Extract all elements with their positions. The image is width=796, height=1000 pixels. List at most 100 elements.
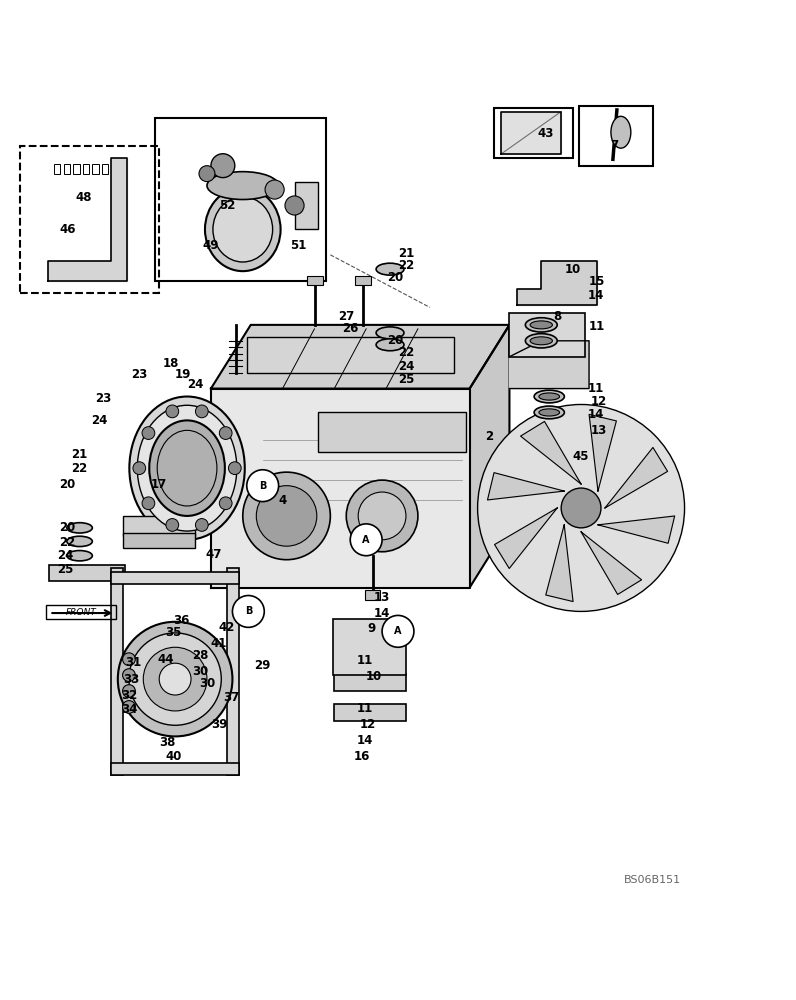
Text: 47: 47 [205, 548, 221, 561]
Text: 24: 24 [92, 414, 107, 427]
Polygon shape [589, 414, 616, 491]
Text: 49: 49 [203, 239, 219, 252]
Text: 34: 34 [121, 703, 137, 716]
Circle shape [143, 647, 207, 711]
Text: 42: 42 [219, 621, 235, 634]
Circle shape [196, 519, 209, 531]
Bar [509, 313, 585, 357]
Text: 33: 33 [123, 673, 139, 686]
Text: 22: 22 [72, 462, 88, 475]
Text: 16: 16 [354, 750, 370, 763]
Circle shape [123, 685, 135, 697]
Circle shape [382, 615, 414, 647]
Circle shape [350, 524, 382, 556]
Bar [365, 590, 380, 599]
Text: 22: 22 [398, 259, 414, 272]
Polygon shape [211, 325, 509, 389]
Text: 11: 11 [357, 654, 373, 667]
Bar [307, 276, 323, 285]
Text: 20: 20 [388, 271, 404, 284]
Text: 30: 30 [199, 677, 215, 690]
Bar [111, 568, 123, 775]
Ellipse shape [530, 321, 552, 329]
Text: 22: 22 [60, 536, 76, 549]
Text: 14: 14 [587, 289, 603, 302]
Circle shape [142, 427, 154, 439]
Ellipse shape [539, 409, 560, 416]
Circle shape [166, 405, 178, 418]
Text: 29: 29 [255, 659, 271, 672]
Text: 14: 14 [357, 734, 373, 747]
Text: 45: 45 [573, 450, 589, 463]
Ellipse shape [213, 197, 272, 262]
Text: B: B [259, 481, 267, 491]
Text: 7: 7 [611, 139, 618, 152]
Text: 11: 11 [357, 702, 373, 715]
Text: 23: 23 [96, 392, 111, 405]
Text: 2: 2 [486, 430, 494, 443]
Ellipse shape [150, 420, 225, 516]
Circle shape [256, 486, 317, 546]
Polygon shape [546, 525, 573, 602]
Circle shape [478, 404, 685, 611]
Circle shape [561, 488, 601, 528]
Polygon shape [517, 261, 597, 305]
Text: 44: 44 [158, 653, 174, 666]
Text: 14: 14 [587, 408, 603, 421]
Bar [227, 568, 239, 775]
Text: 21: 21 [72, 448, 88, 461]
Text: 11: 11 [587, 382, 603, 395]
Ellipse shape [67, 523, 92, 533]
Text: 10: 10 [366, 670, 382, 683]
Bar [155, 118, 326, 281]
Text: 36: 36 [174, 614, 189, 627]
Text: 22: 22 [398, 346, 414, 359]
Text: 51: 51 [291, 239, 306, 252]
Text: 14: 14 [374, 607, 390, 620]
Bar [73, 164, 80, 174]
Ellipse shape [525, 334, 557, 348]
Text: 37: 37 [223, 691, 239, 704]
Text: 48: 48 [76, 191, 92, 204]
Text: 10: 10 [565, 263, 581, 276]
Circle shape [265, 180, 284, 199]
Ellipse shape [530, 337, 552, 345]
Text: 20: 20 [388, 334, 404, 347]
Bar [49, 565, 125, 581]
Circle shape [196, 405, 209, 418]
Circle shape [228, 462, 241, 475]
Bar [333, 619, 406, 675]
Ellipse shape [525, 318, 557, 332]
Text: A: A [394, 626, 402, 636]
Circle shape [123, 653, 135, 666]
Circle shape [199, 166, 215, 182]
Bar [334, 704, 406, 721]
Bar [295, 182, 318, 229]
Text: 46: 46 [60, 223, 76, 236]
Circle shape [142, 497, 154, 510]
Bar [355, 276, 371, 285]
Polygon shape [521, 421, 581, 484]
Bar [123, 533, 195, 548]
Text: 26: 26 [342, 322, 358, 335]
Bar [83, 164, 89, 174]
Circle shape [123, 701, 135, 713]
Text: 4: 4 [279, 493, 287, 506]
Polygon shape [581, 532, 642, 594]
Text: 30: 30 [193, 665, 209, 678]
Bar [111, 572, 239, 584]
Ellipse shape [534, 406, 564, 419]
Circle shape [133, 462, 146, 475]
Text: 13: 13 [374, 591, 390, 604]
Polygon shape [48, 158, 127, 281]
Ellipse shape [611, 116, 631, 148]
Text: 27: 27 [338, 310, 354, 323]
Text: 38: 38 [159, 736, 175, 749]
Text: 8: 8 [553, 310, 561, 323]
Text: FRONT: FRONT [66, 608, 96, 617]
Bar [318, 412, 466, 452]
Ellipse shape [130, 397, 245, 540]
Text: 12: 12 [360, 718, 376, 731]
Bar [46, 605, 116, 619]
Text: 39: 39 [211, 718, 227, 731]
